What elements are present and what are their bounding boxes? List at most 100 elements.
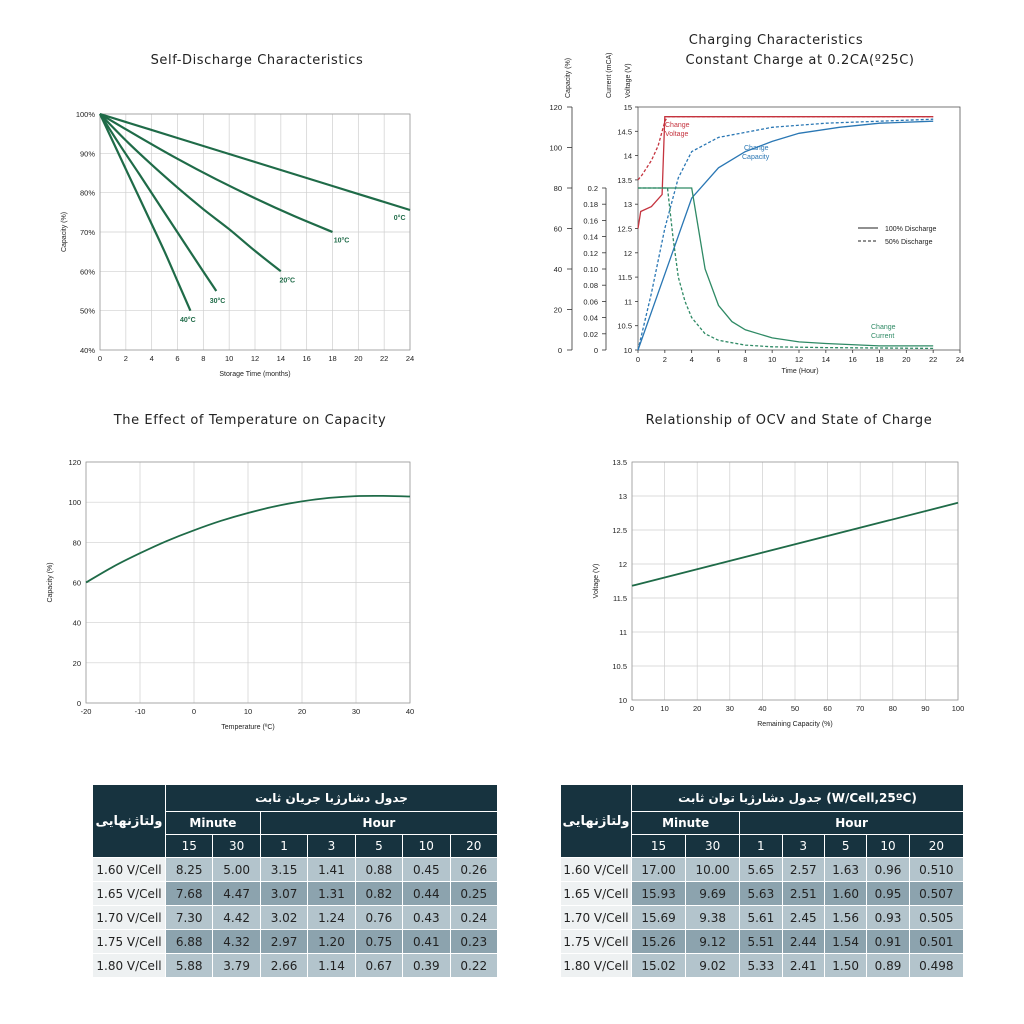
- voltage-tick-label: 12.5: [617, 225, 632, 234]
- x-tick-label: 8: [201, 354, 205, 363]
- col-header: 20: [449, 834, 499, 858]
- discharge-curve: [99, 113, 192, 312]
- table-cell: 0.41: [402, 929, 451, 954]
- table-cell: 0.44: [402, 881, 451, 906]
- table-cell: 2.44: [781, 929, 825, 954]
- table-cell: 1.14: [307, 953, 356, 978]
- table-cell: 0.23: [449, 929, 499, 954]
- y-tick-label: 70%: [80, 228, 95, 237]
- y-tick-label: 90%: [80, 149, 95, 158]
- col-header: 5: [823, 834, 868, 858]
- x-tick-label: 60: [823, 704, 831, 713]
- table-cell: 9.69: [685, 881, 741, 906]
- x-tick-label: 18: [875, 355, 883, 364]
- table-cell: 1.50: [823, 953, 868, 978]
- table-cell: 5.88: [164, 953, 214, 978]
- table-cell: 0.82: [354, 881, 404, 906]
- table-cell: 0.22: [449, 953, 499, 978]
- temperature-curve: [85, 494, 411, 584]
- x-tick-label: 50: [791, 704, 799, 713]
- table-cell: 15.93: [630, 881, 687, 906]
- x-tick-label: 4: [690, 355, 694, 364]
- table-row: 1.75 V/Cell 15.26 9.12 5.51 2.44 1.54 0.91 0.50…: [560, 929, 965, 954]
- table-row: 1.70 V/Cell 7.30 4.42 3.02 1.24 0.76 0.43 0.24: [92, 905, 499, 930]
- chart-title: The Effect of Temperature on Capacity: [113, 413, 387, 428]
- x-tick-label: 10: [660, 704, 668, 713]
- capacity-tick-label: 100: [549, 144, 562, 153]
- legend-dashed-label: 50% Discharge: [885, 239, 933, 246]
- table-row: 1.70 V/Cell 15.69 9.38 5.61 2.45 1.56 0.93 0.50…: [560, 905, 965, 930]
- voltage-annotation-line1: Change: [665, 122, 690, 129]
- voltage-tick-label: 15: [624, 103, 632, 112]
- y-tick-label: 12: [619, 560, 627, 569]
- voltage-tick-label: 11: [624, 297, 632, 306]
- table-cell: 0.67: [354, 953, 404, 978]
- hour-header: Hour: [259, 811, 499, 835]
- x-tick-label: 0: [98, 354, 102, 363]
- voltage-tick-label: 14.5: [617, 127, 632, 136]
- table-cell: 0.501: [908, 929, 965, 954]
- curve-label: 30°C: [210, 297, 226, 305]
- y-tick-label: 60%: [80, 267, 95, 276]
- y-tick-label: 100: [68, 498, 81, 507]
- x-tick-label: -20: [81, 707, 92, 716]
- y-tick-label: 80: [73, 538, 81, 547]
- voltage-tick-label: 13: [624, 200, 632, 209]
- y-tick-label: 40%: [80, 346, 95, 355]
- table-cell: 0.95: [866, 881, 910, 906]
- y-tick-label: 50%: [80, 307, 95, 316]
- table-row: 1.75 V/Cell 6.88 4.32 2.97 1.20 0.75 0.41 0.23: [92, 929, 499, 954]
- table-cell: 1.24: [307, 905, 356, 930]
- y-tick-label: 100%: [76, 110, 96, 119]
- x-axis-label: Temperature (ºC): [221, 724, 275, 731]
- table-cell: 9.12: [685, 929, 741, 954]
- voltage-tick-label: 14: [624, 152, 632, 161]
- ocv-line: [631, 501, 959, 587]
- table-cell: 1.60: [823, 881, 868, 906]
- table-cell: 0.39: [402, 953, 451, 978]
- x-tick-label: 4: [150, 354, 154, 363]
- axis-header-capacity: Capacity (%): [565, 58, 572, 98]
- x-tick-label: 14: [822, 355, 830, 364]
- table-cell: 1.63: [823, 857, 868, 882]
- current-tick-label: 0.16: [583, 216, 598, 225]
- voltage-tick-label: 10.5: [617, 322, 632, 331]
- constant-power-table: ولتاژنهایی جدول دشارژبا توان ثابت (W/Cel…: [560, 784, 965, 978]
- y-tick-label: 20: [73, 659, 81, 668]
- capacity-annotation-line2: Capacity: [742, 154, 770, 161]
- col-header: 10: [866, 834, 910, 858]
- table-cell: 15.69: [630, 905, 687, 930]
- x-tick-label: 12: [795, 355, 803, 364]
- x-tick-label: 0: [636, 355, 640, 364]
- y-tick-label: 10: [619, 696, 627, 705]
- table-cell: 5.65: [739, 857, 783, 882]
- x-tick-label: 6: [716, 355, 720, 364]
- table-row: 1.65 V/Cell 7.68 4.47 3.07 1.31 0.82 0.44 0.25: [92, 881, 499, 906]
- capacity-tick-label: 120: [549, 103, 562, 112]
- row-label: 1.80 V/Cell: [560, 953, 632, 978]
- table-cell: 17.00: [630, 857, 687, 882]
- current-tick-label: 0.2: [588, 184, 598, 193]
- table-cell: 15.26: [630, 929, 687, 954]
- voltage-curve-dashed: [637, 116, 934, 181]
- voltage-tick-label: 13.5: [617, 176, 632, 185]
- table-title: جدول دشارژبا توان ثابت (W/Cell,25ºC): [631, 784, 964, 812]
- table-cell: 4.32: [212, 929, 261, 954]
- y-tick-label: 13.5: [612, 458, 627, 467]
- row-label: 1.60 V/Cell: [92, 857, 166, 882]
- x-tick-label: 8: [743, 355, 747, 364]
- x-tick-label: 0: [630, 704, 634, 713]
- y-axis-label: Capacity (%): [47, 562, 54, 602]
- table-cell: 0.510: [908, 857, 965, 882]
- x-tick-label: 20: [298, 707, 306, 716]
- col-header: 30: [212, 834, 261, 858]
- col-header: 1: [739, 834, 783, 858]
- row-label: 1.80 V/Cell: [92, 953, 166, 978]
- table-cell: 6.88: [164, 929, 214, 954]
- discharge-curve: [99, 113, 282, 273]
- y-axis-label: Capacity (%): [61, 212, 68, 252]
- current-tick-label: 0.12: [583, 249, 598, 258]
- table-cell: 0.507: [908, 881, 965, 906]
- col-header: 30: [685, 834, 741, 858]
